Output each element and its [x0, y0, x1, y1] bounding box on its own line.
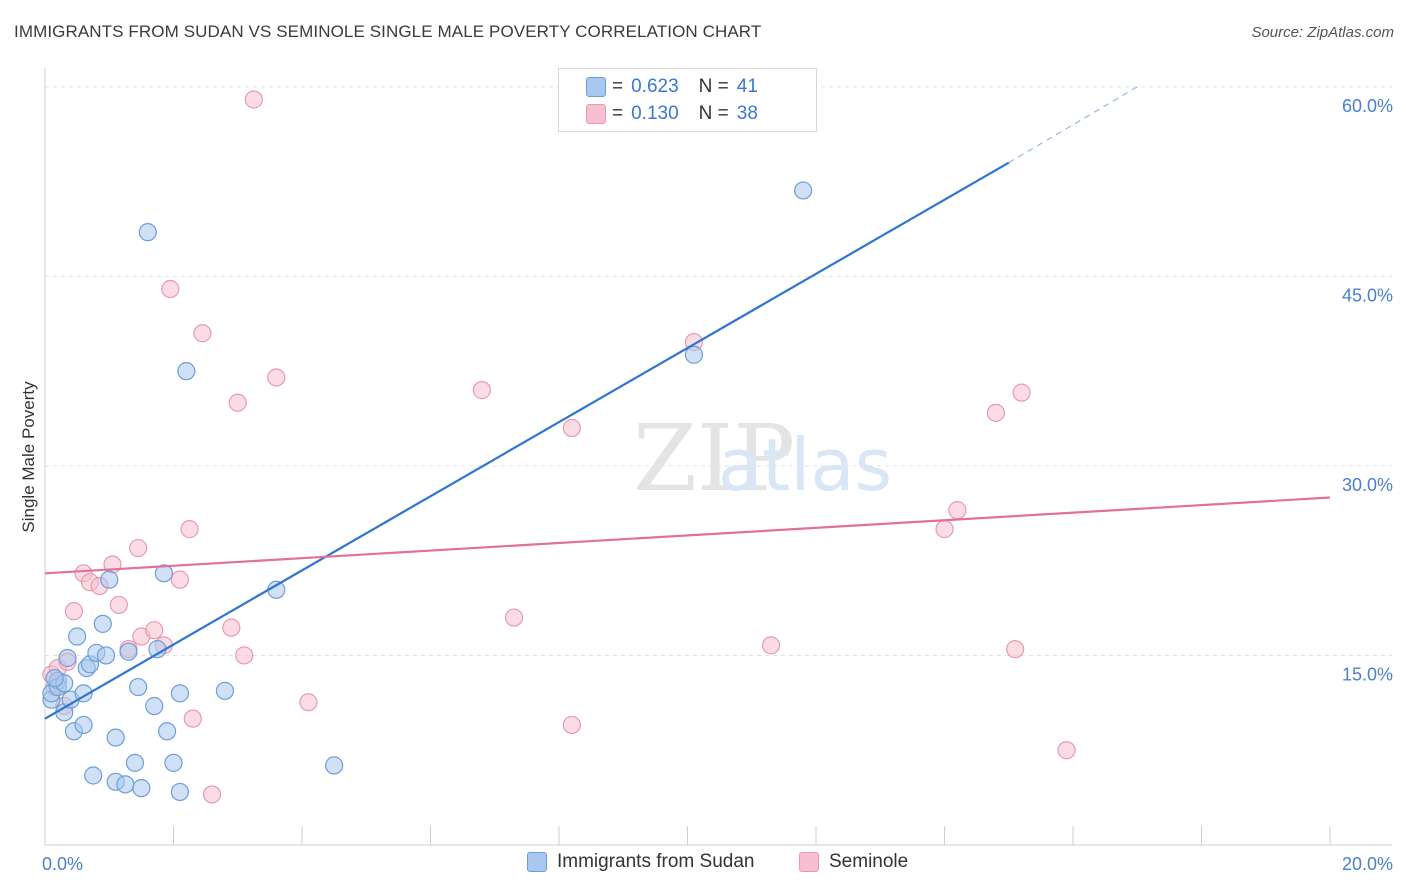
- seminole-point: [986, 403, 1006, 422]
- chart-title: IMMIGRANTS FROM SUDAN VS SEMINOLE SINGLE…: [14, 22, 762, 41]
- sudan-point: [794, 181, 813, 200]
- seminole-point: [180, 520, 199, 539]
- seminole-point: [472, 381, 491, 400]
- legend-swatch-sudan: [586, 77, 606, 97]
- watermark-atlas: atlas: [718, 423, 892, 507]
- legend-r-value: 0.623: [631, 76, 679, 97]
- sudan-trend-line: [44, 161, 1010, 720]
- sudan-point: [119, 642, 138, 661]
- legend-swatch-seminole: [586, 104, 606, 124]
- seminole-points: [42, 90, 1076, 804]
- seminole-point: [170, 570, 190, 589]
- legend-r-value: 0.130: [631, 103, 679, 124]
- sudan-point: [84, 766, 103, 785]
- legend-swatch-seminole: [799, 852, 819, 872]
- sudan-point: [145, 696, 164, 716]
- source-label: Source: ZipAtlas.com: [1251, 24, 1394, 41]
- sudan-point: [96, 646, 116, 665]
- seminole-trend-line: [44, 496, 1331, 575]
- sudan-point: [684, 345, 704, 364]
- y-tick-label: 30.0%: [1342, 475, 1393, 495]
- legend-row-sudan: R = 0.623 N = 41: [586, 75, 758, 99]
- sudan-point: [58, 648, 77, 668]
- seminole-point: [183, 709, 202, 728]
- legend-n-label: N =: [698, 103, 729, 124]
- x-tick-label: 0.0%: [42, 854, 83, 874]
- seminole-point: [109, 595, 128, 615]
- legend-label-sudan: Immigrants from Sudan: [557, 851, 755, 872]
- legend-item-sudan[interactable]: Immigrants from Sudan: [527, 851, 754, 873]
- y-tick-label: 60.0%: [1342, 96, 1393, 116]
- y-axis-label: Single Male Poverty: [19, 381, 38, 533]
- sudan-point: [125, 753, 145, 772]
- seminole-point: [299, 693, 318, 712]
- watermark-zip: ZIP: [633, 405, 795, 512]
- sudan-point: [170, 782, 190, 802]
- seminole-point: [267, 368, 286, 387]
- seminole-point: [504, 608, 524, 627]
- tick-labels: 15.0% 30.0% 45.0% 60.0% 0.0% 20.0%: [42, 96, 1393, 874]
- sudan-point: [164, 753, 183, 772]
- seminole-point: [244, 90, 263, 109]
- seminole-point: [161, 279, 180, 299]
- sudan-point: [177, 362, 196, 381]
- seminole-point: [193, 324, 212, 343]
- sudan-point: [154, 564, 173, 583]
- y-tick-label: 15.0%: [1342, 664, 1393, 684]
- sudan-point: [100, 570, 119, 589]
- sudan-point: [132, 779, 151, 798]
- y-tick-label: 45.0%: [1342, 285, 1393, 305]
- seminole-point: [222, 618, 241, 637]
- sudan-trend-extension: [1008, 86, 1138, 164]
- seminole-point: [129, 538, 148, 558]
- trend-lines: [44, 86, 1331, 720]
- legend-item-seminole[interactable]: Seminole: [799, 851, 908, 873]
- sudan-point: [325, 756, 344, 775]
- seminole-point: [562, 418, 581, 438]
- sudan-point: [74, 715, 93, 735]
- sudan-point: [116, 775, 135, 794]
- seminole-point: [235, 646, 254, 665]
- sudan-point: [129, 677, 148, 697]
- sudan-point: [106, 728, 125, 747]
- sudan-point: [138, 223, 157, 242]
- seminole-point: [145, 621, 164, 640]
- correlation-legend: R = 0.623 N = 41 R = 0.130 N = 38: [558, 68, 817, 132]
- seminole-point: [64, 602, 84, 621]
- grid: [45, 86, 1392, 656]
- sudan-points: [42, 181, 813, 802]
- legend-swatch-sudan: [527, 852, 547, 872]
- sudan-point: [215, 681, 234, 700]
- seminole-point: [761, 636, 781, 655]
- sudan-point: [157, 722, 177, 741]
- x-tick-label: 20.0%: [1342, 854, 1393, 874]
- sudan-point: [68, 627, 87, 646]
- legend-n-value: 38: [736, 103, 758, 124]
- seminole-point: [202, 785, 222, 804]
- sudan-point: [45, 669, 64, 688]
- seminole-point: [1057, 741, 1076, 760]
- legend-n-label: N =: [698, 76, 729, 97]
- seminole-point: [948, 501, 967, 520]
- seminole-point: [1006, 640, 1025, 659]
- seminole-point: [562, 715, 581, 735]
- watermark: ZIP atlas: [633, 405, 892, 512]
- legend-row-seminole: R = 0.130 N = 38: [586, 102, 758, 126]
- seminole-point: [228, 393, 247, 412]
- sudan-point: [93, 614, 112, 633]
- legend-label-seminole: Seminole: [829, 851, 909, 872]
- seminole-point: [1012, 383, 1031, 402]
- axes: [44, 68, 1392, 846]
- series-legend: Immigrants from Sudan Seminole: [0, 851, 1406, 877]
- legend-n-value: 41: [736, 76, 758, 97]
- sudan-point: [170, 684, 190, 703]
- seminole-point: [935, 520, 954, 539]
